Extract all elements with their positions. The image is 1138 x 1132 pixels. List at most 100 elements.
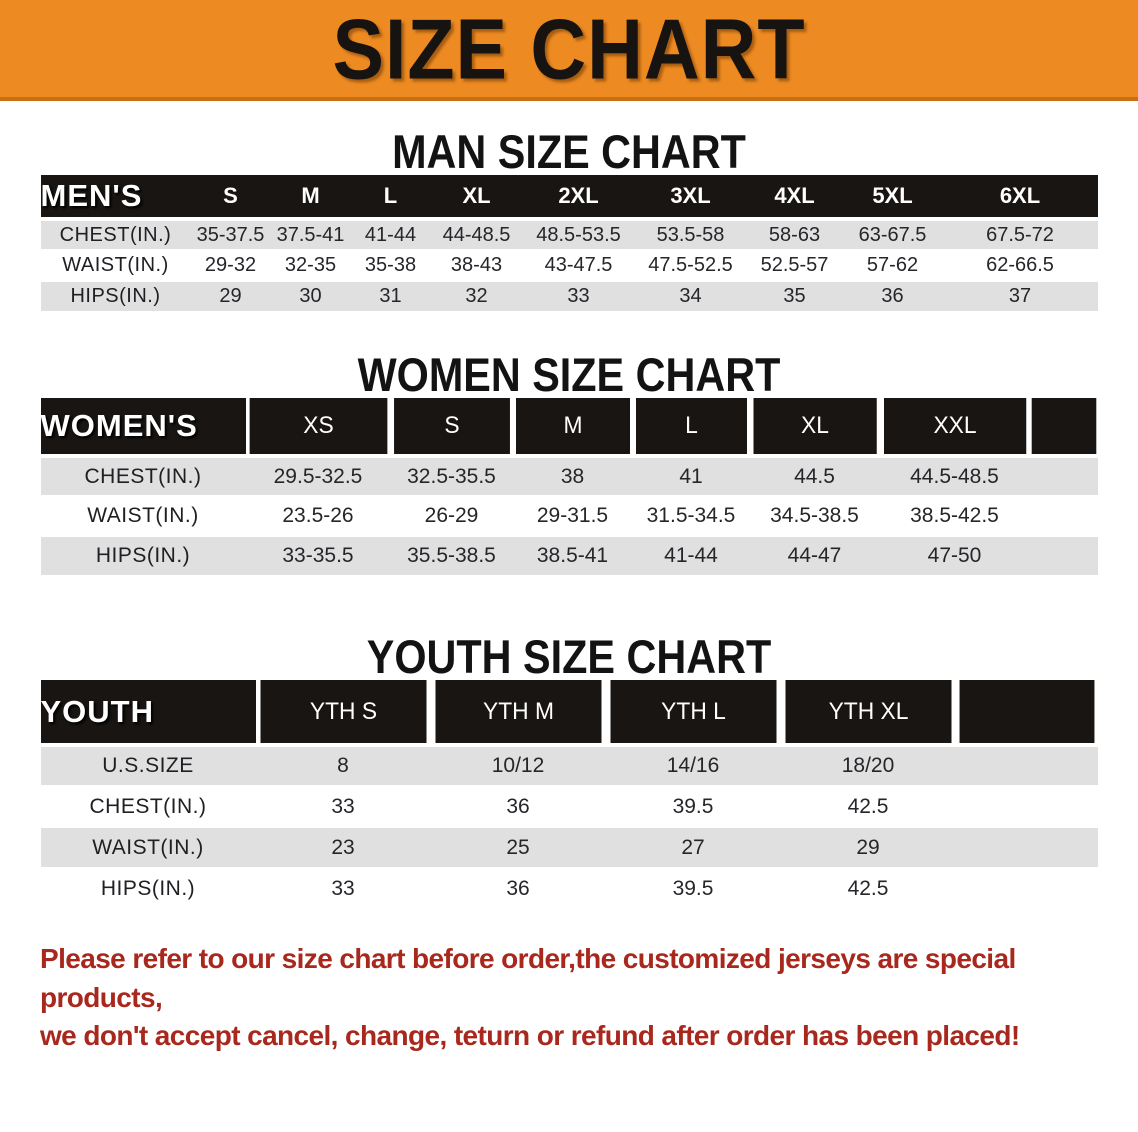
men-header-row: MEN'S S M L XL 2XL 3XL 4XL 5XL 6XL — [40, 175, 1098, 221]
men-waist-label: WAIST(IN.) — [40, 250, 191, 282]
youth-waist-value: 29 — [780, 827, 956, 869]
disclaimer-line-2: we don't accept cancel, change, teturn o… — [40, 1020, 1020, 1052]
men-col-l: L — [350, 175, 431, 221]
women-chest-value: 44.5-48.5 — [879, 456, 1030, 497]
men-chest-value: 63-67.5 — [842, 219, 943, 251]
women-col-m: M — [515, 398, 630, 458]
men-chest-label: CHEST(IN.) — [40, 219, 191, 251]
men-waist-row: WAIST(IN.) 29-32 32-35 35-38 38-43 43-47… — [40, 250, 1098, 282]
women-hips-value: 44-47 — [749, 536, 880, 577]
men-waist-value: 43-47.5 — [522, 250, 635, 282]
men-hips-value: 30 — [270, 281, 351, 313]
men-waist-value: 35-38 — [350, 250, 431, 282]
women-hips-label: HIPS(IN.) — [40, 536, 246, 577]
youth-ussize-value: 8 — [255, 745, 431, 787]
men-waist-value: 47.5-52.5 — [634, 250, 747, 282]
women-chest-value: 29.5-32.5 — [245, 456, 391, 497]
banner: SIZE CHART — [0, 0, 1138, 101]
men-chest-value: 53.5-58 — [634, 219, 747, 251]
men-hips-value: 33 — [522, 281, 635, 313]
youth-waist-value: 27 — [605, 827, 781, 869]
youth-chest-value: 33 — [255, 786, 431, 828]
men-waist-value: 32-35 — [270, 250, 351, 282]
women-chest-value: 38 — [512, 456, 633, 497]
women-group-label: WOMEN'S — [40, 398, 246, 458]
youth-ussize-value: 14/16 — [605, 745, 781, 787]
women-col-l: L — [635, 398, 747, 458]
men-group-label: MEN'S — [40, 175, 191, 221]
youth-hips-label: HIPS(IN.) — [40, 868, 256, 910]
men-section-title: MAN SIZE CHART — [392, 125, 746, 178]
page-title: SIZE CHART — [332, 0, 806, 97]
youth-ussize-value: 10/12 — [430, 745, 606, 787]
women-col-spacer — [1031, 398, 1096, 458]
men-col-2xl: 2XL — [522, 175, 635, 221]
order-disclaimer: Please refer to our size chart before or… — [40, 940, 1105, 1056]
men-col-m: M — [270, 175, 351, 221]
youth-ussize-label: U.S.SIZE — [40, 745, 256, 787]
youth-chest-value: 36 — [430, 786, 606, 828]
men-chest-value: 37.5-41 — [270, 219, 351, 251]
youth-chest-row: CHEST(IN.) 33 36 39.5 42.5 — [40, 786, 1098, 828]
men-col-xl: XL — [430, 175, 523, 221]
youth-hips-value: 42.5 — [780, 868, 956, 910]
men-chest-value: 58-63 — [746, 219, 843, 251]
men-hips-value: 37 — [942, 281, 1098, 313]
women-hips-row: HIPS(IN.) 33-35.5 35.5-38.5 38.5-41 41-4… — [40, 536, 1098, 577]
women-waist-value: 29-31.5 — [512, 496, 633, 537]
men-hips-label: HIPS(IN.) — [40, 281, 191, 313]
youth-waist-label: WAIST(IN.) — [40, 827, 256, 869]
women-waist-value: 31.5-34.5 — [632, 496, 750, 537]
women-waist-label: WAIST(IN.) — [40, 496, 246, 537]
youth-col-yth-xl: YTH XL — [784, 680, 952, 747]
men-size-table: MEN'S S M L XL 2XL 3XL 4XL 5XL 6XL CHEST… — [40, 175, 1098, 313]
women-chest-value: 44.5 — [749, 456, 880, 497]
men-hips-value: 36 — [842, 281, 943, 313]
men-chest-value: 44-48.5 — [430, 219, 523, 251]
men-waist-value: 38-43 — [430, 250, 523, 282]
youth-chest-value: 42.5 — [780, 786, 956, 828]
women-size-table: WOMEN'S XS S M L XL XXL CHEST(IN.) 29.5-… — [40, 398, 1098, 577]
men-hips-row: HIPS(IN.) 29 30 31 32 33 34 35 36 37 — [40, 281, 1098, 313]
women-waist-value: 38.5-42.5 — [879, 496, 1030, 537]
women-waist-value: 34.5-38.5 — [749, 496, 880, 537]
youth-ussize-value: 18/20 — [780, 745, 956, 787]
men-hips-value: 34 — [634, 281, 747, 313]
men-chest-value: 67.5-72 — [942, 219, 1098, 251]
youth-size-table: YOUTH YTH S YTH M YTH L YTH XL U.S.SIZE … — [40, 680, 1098, 910]
women-waist-value: 23.5-26 — [245, 496, 391, 537]
men-chest-value: 48.5-53.5 — [522, 219, 635, 251]
men-hips-value: 29 — [190, 281, 271, 313]
youth-waist-row: WAIST(IN.) 23 25 27 29 — [40, 827, 1098, 869]
men-hips-value: 35 — [746, 281, 843, 313]
youth-ussize-row: U.S.SIZE 8 10/12 14/16 18/20 — [40, 745, 1098, 787]
women-waist-value: 26-29 — [390, 496, 513, 537]
youth-chest-label: CHEST(IN.) — [40, 786, 256, 828]
women-hips-value: 38.5-41 — [512, 536, 633, 577]
women-header-row: WOMEN'S XS S M L XL XXL — [40, 398, 1098, 458]
youth-col-spacer — [959, 680, 1094, 747]
youth-waist-value: 25 — [430, 827, 606, 869]
women-col-xxl: XXL — [883, 398, 1026, 458]
men-chest-row: CHEST(IN.) 35-37.5 37.5-41 41-44 44-48.5… — [40, 219, 1098, 251]
youth-hips-value: 33 — [255, 868, 431, 910]
disclaimer-line-1: Please refer to our size chart before or… — [40, 943, 1016, 1013]
youth-group-label: YOUTH — [40, 680, 256, 747]
youth-col-yth-m: YTH M — [434, 680, 602, 747]
women-waist-row: WAIST(IN.) 23.5-26 26-29 29-31.5 31.5-34… — [40, 496, 1098, 537]
youth-section-title: YOUTH SIZE CHART — [366, 630, 772, 683]
men-hips-value: 31 — [350, 281, 431, 313]
youth-col-yth-s: YTH S — [259, 680, 427, 747]
youth-header-row: YOUTH YTH S YTH M YTH L YTH XL — [40, 680, 1098, 747]
women-section-title: WOMEN SIZE CHART — [357, 348, 781, 401]
women-chest-label: CHEST(IN.) — [40, 456, 246, 497]
women-col-xl: XL — [752, 398, 877, 458]
women-section: WOMEN SIZE CHART WOMEN'S XS S M L XL XXL — [0, 351, 1138, 577]
women-hips-value: 47-50 — [879, 536, 1030, 577]
youth-waist-value: 23 — [255, 827, 431, 869]
women-chest-value: 41 — [632, 456, 750, 497]
men-col-5xl: 5XL — [842, 175, 943, 221]
women-col-xs: XS — [249, 398, 387, 458]
men-waist-value: 52.5-57 — [746, 250, 843, 282]
